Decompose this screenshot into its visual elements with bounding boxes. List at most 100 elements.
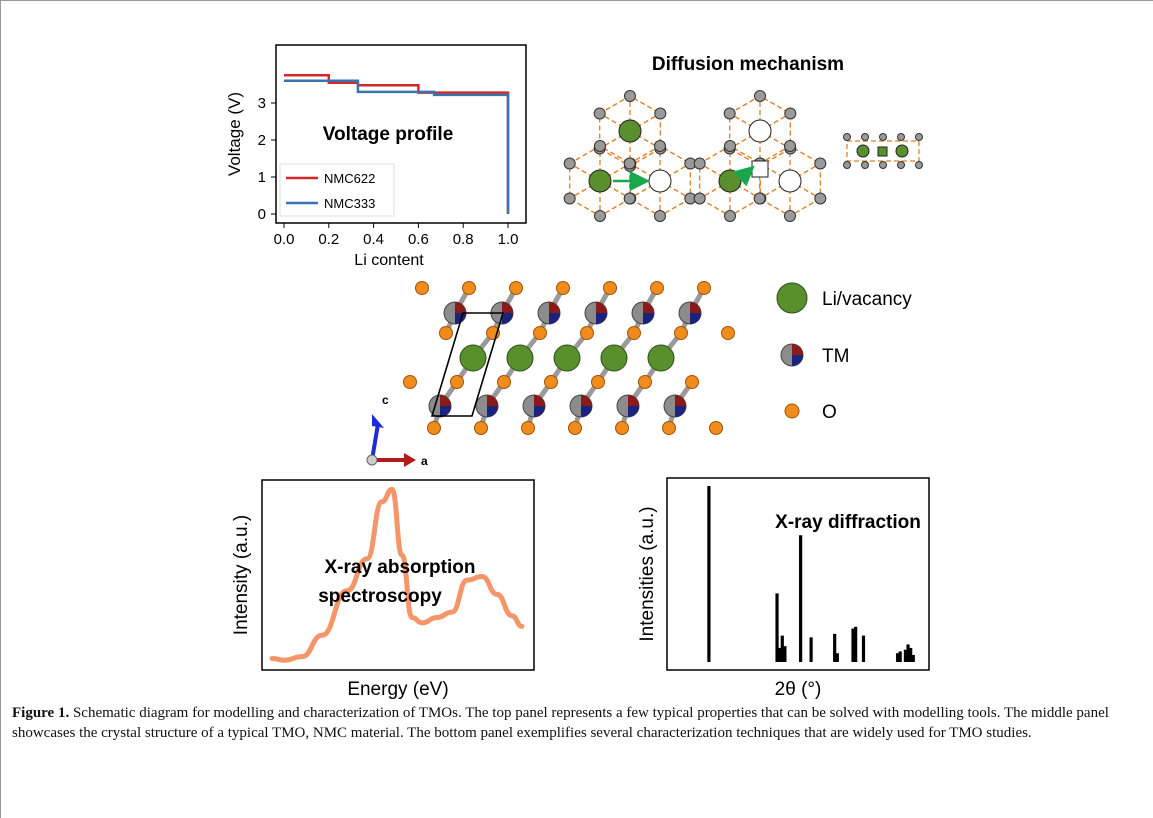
figure-caption: Figure 1. Schematic diagram for modellin…: [12, 703, 1137, 743]
li-atom: [600, 344, 628, 372]
legend-li-vacancy: Li/vacancy: [822, 289, 912, 310]
tm-atom: [428, 394, 452, 418]
xrd-title: X-ray diffraction: [775, 512, 921, 533]
diffusion-bond: [759, 130, 791, 150]
diffusion-bond: [729, 112, 761, 132]
diffusion-site: [724, 210, 736, 222]
diffusion-site: [624, 90, 636, 102]
diffusion-site: [879, 133, 887, 141]
oxygen-atom: [603, 281, 617, 295]
diffusion-bond: [599, 180, 631, 200]
xas-plot-frame: [261, 479, 535, 671]
diffusion-site: [754, 90, 766, 102]
caption-label: Figure 1.: [12, 705, 70, 721]
li-atom: [459, 344, 487, 372]
voltage-xtick-label: 0.0: [274, 231, 295, 248]
voltage-plot-frame: [275, 44, 527, 224]
voltage-xtick-label: 0.2: [318, 231, 339, 248]
oxygen-atom: [697, 281, 711, 295]
diffusion-site: [897, 161, 905, 169]
voltage-series-nmc333: [284, 79, 510, 214]
vacancy: [648, 169, 672, 193]
xas-ylabel: Intensity (a.u.): [231, 515, 252, 635]
li-ion: [718, 169, 742, 193]
diffusion-bond: [759, 112, 791, 132]
oxygen-atom: [568, 421, 582, 435]
diffusion-site: [879, 161, 887, 169]
xas-spectrum-line: [269, 486, 525, 663]
diffusion-site: [753, 192, 766, 205]
voltage-profile-panel: Voltage profile Voltage (V) Li content 0…: [225, 44, 527, 269]
xas-panel: X-ray absorption spectroscopy Intensity …: [231, 479, 535, 700]
li-ion: [895, 144, 909, 158]
diffusion-title: Diffusion mechanism: [652, 54, 844, 75]
xrd-ylabel: Intensities (a.u.): [637, 506, 658, 641]
oxygen-atom: [533, 326, 547, 340]
diffusion-site: [897, 133, 905, 141]
diffusion-site: [784, 107, 797, 120]
li-atom: [647, 344, 675, 372]
figure-1: Voltage profile Voltage (V) Li content 0…: [225, 44, 930, 700]
diffusion-bond: [789, 180, 821, 200]
diffusion-bond: [659, 180, 691, 200]
diffusion-bond: [629, 130, 661, 150]
oxygen-atom: [685, 375, 699, 389]
oxygen-atom: [615, 421, 629, 435]
tm-atom: [475, 394, 499, 418]
xrd-xlabel: 2θ (°): [775, 679, 822, 700]
oxygen-atom: [403, 375, 417, 389]
diffusion-bond: [599, 162, 631, 182]
tm-atom: [631, 301, 655, 325]
xas-title-line1: X-ray absorption: [325, 557, 476, 578]
diffusion-site: [915, 133, 923, 141]
diffusion-site: [784, 140, 796, 152]
voltage-ytick-label: 1: [258, 169, 266, 186]
li-ion: [856, 144, 870, 158]
diffusion-mechanism-panel: Diffusion mechanism: [563, 54, 923, 222]
tm-atom: [569, 394, 593, 418]
diffusion-arrow: [733, 165, 755, 187]
diffusion-bond: [729, 180, 761, 200]
diffusion-bond: [569, 162, 601, 182]
diffusion-bond: [659, 162, 691, 182]
c-axis-arrow: [370, 423, 380, 461]
diffusion-site: [814, 157, 827, 170]
diffusion-site: [724, 140, 736, 152]
voltage-xtick-label: 0.4: [363, 231, 384, 248]
diffusion-bond: [629, 112, 661, 132]
caption-text: Schematic diagram for modelling and char…: [12, 705, 1109, 741]
diffusion-site: [843, 161, 851, 169]
tetrahedral-site: [751, 160, 769, 178]
vacancy: [748, 119, 772, 143]
legend-label-nmc622: NMC622: [324, 171, 375, 186]
tm-atom: [584, 301, 608, 325]
diffusion-bond: [699, 180, 731, 200]
diffusion-site: [723, 107, 736, 120]
oxygen-atom: [544, 375, 558, 389]
legend-label-nmc333: NMC333: [324, 196, 375, 211]
voltage-title: Voltage profile: [323, 124, 454, 145]
oxygen-atom: [415, 281, 429, 295]
tetrahedral-site: [877, 146, 888, 157]
legend-o: O: [822, 402, 837, 423]
li-ion: [588, 169, 612, 193]
xas-xlabel: Energy (eV): [347, 679, 448, 700]
li-atom: [553, 344, 581, 372]
voltage-ytick-label: 0: [258, 206, 266, 223]
oxygen-atom: [580, 326, 594, 340]
xrd-plot-frame: [666, 477, 930, 671]
oxygen-atom: [509, 281, 523, 295]
tm-atom: [663, 394, 687, 418]
voltage-xlabel: Li content: [354, 252, 424, 269]
diffusion-site: [623, 157, 636, 170]
diffusion-bond: [599, 130, 631, 150]
oxygen-atom: [627, 326, 641, 340]
tm-atom: [678, 301, 702, 325]
oxygen-atom: [638, 375, 652, 389]
oxygen-atom: [462, 281, 476, 295]
diffusion-site: [594, 140, 606, 152]
diffusion-site: [563, 192, 576, 205]
c-axis-arrowhead: [372, 414, 384, 428]
diffusion-site: [693, 157, 706, 170]
oxygen-atom: [521, 421, 535, 435]
